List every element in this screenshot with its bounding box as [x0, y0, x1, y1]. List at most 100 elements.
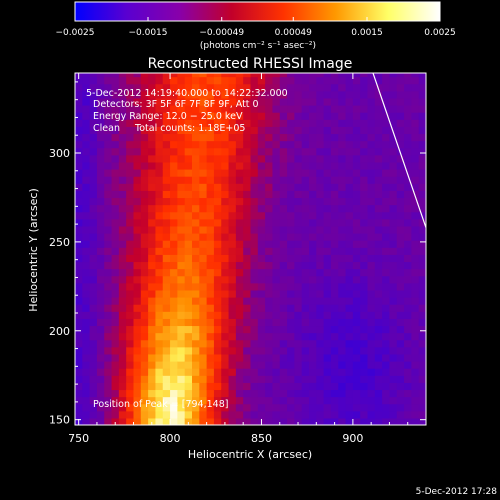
heatmap-cell	[382, 147, 391, 156]
heatmap-cell	[309, 105, 317, 113]
heatmap-cell	[250, 304, 259, 312]
heatmap-cell	[148, 126, 157, 135]
heatmap-cell	[279, 76, 288, 85]
heatmap-cell	[330, 176, 339, 184]
x-tick-label: 800	[160, 432, 181, 445]
heatmap-cell	[301, 73, 310, 78]
heatmap-cell	[338, 140, 347, 149]
heatmap-cell	[155, 218, 164, 227]
heatmap-cell	[294, 140, 303, 149]
heatmap-cell	[367, 361, 376, 369]
heatmap-cell	[111, 119, 120, 127]
heatmap-cell	[272, 282, 281, 291]
heatmap-cell	[287, 410, 295, 419]
heatmap-cell	[272, 254, 281, 263]
heatmap-cell	[374, 83, 383, 92]
heatmap-cell	[374, 218, 383, 227]
heatmap-cell	[184, 76, 193, 85]
heatmap-cell	[294, 83, 303, 92]
heatmap-cell	[155, 275, 164, 284]
heatmap-cell	[206, 112, 215, 120]
heatmap-cell	[170, 382, 178, 391]
heatmap-cell	[345, 382, 354, 391]
heatmap-cell	[118, 197, 127, 206]
heatmap-cell	[228, 126, 237, 135]
heatmap-cell	[279, 325, 288, 334]
heatmap-cell	[162, 304, 171, 312]
heatmap-cell	[199, 368, 208, 376]
heatmap-cell	[199, 211, 208, 220]
heatmap-cell	[89, 176, 98, 184]
heatmap-cell	[250, 90, 259, 99]
heatmap-cell	[323, 289, 332, 298]
heatmap-cell	[367, 417, 376, 425]
heatmap-cell	[265, 403, 274, 412]
heatmap-cell	[411, 190, 420, 199]
heatmap-cell	[243, 332, 252, 341]
heatmap-cell	[118, 140, 127, 149]
heatmap-cell	[221, 396, 230, 405]
heatmap-cell	[330, 247, 339, 255]
heatmap-cell	[155, 126, 164, 135]
heatmap-cell	[272, 304, 281, 312]
heatmap-cell	[309, 375, 317, 383]
heatmap-cell	[221, 311, 230, 319]
heatmap-cell	[184, 233, 193, 241]
heatmap-cell	[96, 190, 105, 199]
heatmap-cell	[309, 297, 317, 305]
heatmap-cell	[82, 197, 91, 206]
colorbar-tick-label: −0.00049	[199, 28, 244, 38]
heatmap-cell	[140, 304, 149, 312]
heatmap-cell	[323, 297, 332, 305]
heatmap-cell	[213, 268, 222, 277]
heatmap-cell	[221, 254, 230, 263]
heatmap-cell	[235, 346, 244, 355]
heatmap-cell	[309, 133, 317, 142]
heatmap-cell	[170, 311, 178, 319]
heatmap-cell	[184, 90, 193, 99]
heatmap-cell	[352, 154, 361, 163]
heatmap-cell	[96, 233, 105, 241]
heatmap-cell	[221, 297, 230, 305]
heatmap-cell	[148, 339, 157, 348]
heatmap-cell	[404, 133, 412, 142]
heatmap-cell	[250, 375, 259, 383]
heatmap-cell	[213, 275, 222, 284]
heatmap-cell	[118, 282, 127, 291]
heatmap-cell	[360, 240, 369, 248]
heatmap-cell	[279, 247, 288, 255]
heatmap-cell	[177, 389, 186, 398]
heatmap-cell	[396, 339, 405, 348]
heatmap-cell	[75, 233, 83, 241]
heatmap-cell	[111, 176, 120, 184]
heatmap-cell	[184, 261, 193, 270]
heatmap-cell	[126, 389, 135, 398]
heatmap-cell	[221, 154, 230, 163]
heatmap-cell	[404, 368, 412, 376]
heatmap-cell	[213, 218, 222, 227]
heatmap-cell	[382, 154, 391, 163]
heatmap-cell	[177, 105, 186, 113]
heatmap-cell	[206, 382, 215, 391]
heatmap-cell	[360, 332, 369, 341]
heatmap-cell	[104, 339, 113, 348]
heatmap-cell	[309, 410, 317, 419]
heatmap-cell	[352, 97, 361, 106]
heatmap-cell	[411, 119, 420, 127]
heatmap-cell	[360, 90, 369, 99]
heatmap-cell	[192, 361, 200, 369]
heatmap-cell	[155, 105, 164, 113]
heatmap-cell	[82, 403, 91, 412]
heatmap-cell	[126, 90, 135, 99]
heatmap-cell	[418, 190, 426, 199]
heatmap-cell	[104, 211, 113, 220]
heatmap-cell	[118, 133, 127, 142]
heatmap-cell	[396, 225, 405, 234]
heatmap-cell	[330, 183, 339, 191]
heatmap-cell	[411, 339, 420, 348]
heatmap-cell	[206, 339, 215, 348]
heatmap-cell	[301, 147, 310, 156]
heatmap-cell	[140, 83, 149, 92]
heatmap-cell	[184, 225, 193, 234]
heatmap-cell	[374, 76, 383, 85]
